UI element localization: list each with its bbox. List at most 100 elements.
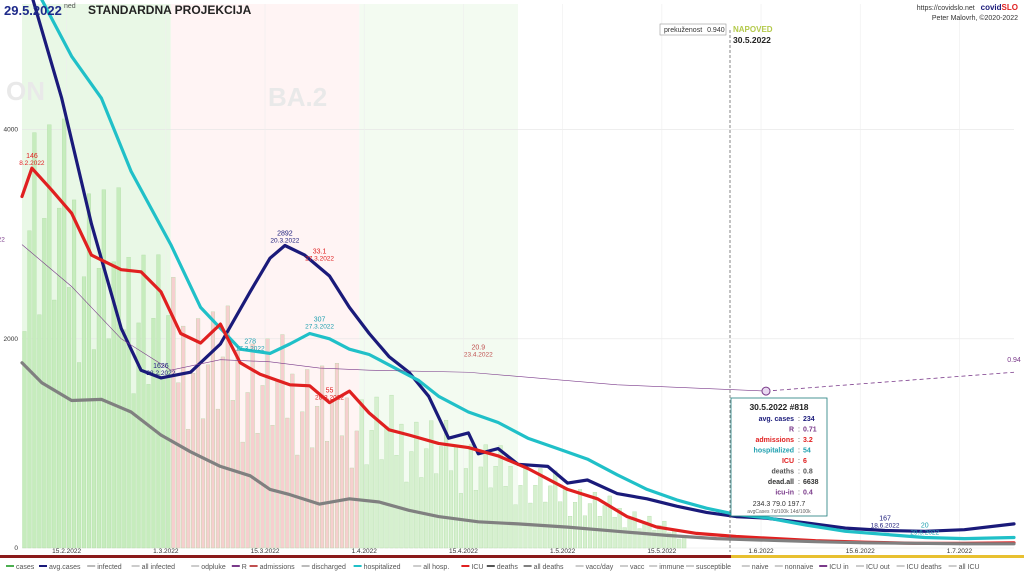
series-lines	[20, 0, 1016, 546]
case-bar	[250, 343, 255, 549]
case-bar	[186, 428, 191, 549]
case-bar	[498, 445, 503, 549]
case-bar	[607, 495, 612, 549]
legend-item: all deaths	[534, 564, 564, 571]
case-bar	[667, 532, 672, 549]
series-all-deaths	[20, 361, 1016, 546]
bottom-band	[0, 555, 1024, 558]
case-bar	[473, 490, 478, 549]
info-row-colon: :	[798, 416, 800, 423]
case-bar	[349, 467, 354, 549]
info-box-title: 30.5.2022 #818	[749, 402, 808, 412]
series-r	[21, 244, 767, 392]
case-bar	[245, 392, 250, 549]
case-bar	[22, 331, 27, 549]
case-bar	[240, 441, 245, 549]
watermark-ba2: BA.2	[268, 82, 327, 112]
info-row-value: 6	[803, 458, 807, 465]
case-bar	[359, 399, 364, 549]
legend-item: immune	[659, 564, 684, 571]
case-bar	[141, 254, 146, 549]
case-bar	[592, 492, 597, 549]
x-tick-label: 15.4.2022	[449, 548, 478, 555]
case-bar	[369, 430, 374, 549]
case-bar	[374, 396, 379, 549]
legend-item: ICU deaths	[907, 564, 943, 571]
r-marker	[761, 386, 771, 396]
case-bar	[632, 511, 637, 549]
case-bar	[637, 528, 642, 549]
point-label: 20	[921, 523, 929, 530]
point-label-date: 28.2.2022	[146, 370, 175, 377]
case-bar	[647, 515, 652, 549]
case-bar	[617, 508, 622, 549]
point-label-date: 28.3.2022	[315, 395, 344, 402]
x-tick-label: 1.3.2022	[153, 548, 179, 555]
case-bar	[468, 444, 473, 549]
case-bar	[156, 254, 161, 549]
case-bar	[146, 384, 151, 549]
point-label: 1626	[153, 363, 169, 370]
case-bar	[161, 377, 166, 549]
point-label-date: 5.2.2022	[0, 237, 5, 244]
case-bar	[215, 408, 220, 549]
case-bar	[320, 365, 325, 549]
info-row-colon: :	[798, 427, 800, 434]
case-bar	[453, 444, 459, 549]
point-label: 2892	[277, 230, 293, 237]
point-label: 307	[314, 316, 326, 323]
case-bar	[101, 189, 106, 549]
case-bar	[151, 318, 156, 549]
case-bar	[463, 468, 468, 549]
url-text: https://covidslo.net	[917, 5, 975, 12]
case-bar	[568, 516, 573, 549]
case-bar	[37, 314, 42, 549]
case-bar	[81, 276, 87, 549]
case-bar	[523, 466, 528, 549]
bottom-band-forecast	[731, 555, 1024, 558]
case-bar	[597, 516, 602, 549]
case-bar	[503, 486, 508, 549]
case-bar	[77, 362, 82, 549]
point-label: 20.9	[472, 345, 486, 352]
case-bar	[344, 397, 349, 549]
point-label: 278	[244, 338, 256, 345]
point-label-date: 17.3.2022	[236, 345, 265, 352]
legend-item: all hosp.	[423, 564, 449, 571]
legend-item: vacc	[630, 564, 645, 571]
case-bar	[225, 305, 230, 549]
case-bar	[573, 502, 578, 549]
case-bars	[22, 118, 687, 549]
info-row-value: 54	[803, 448, 811, 455]
case-bar	[414, 421, 419, 549]
case-bar	[533, 485, 538, 549]
point-label: 146	[26, 153, 38, 160]
case-bar	[310, 447, 315, 549]
case-bar	[280, 334, 285, 549]
x-tick-label: 15.3.2022	[251, 548, 280, 555]
info-row-colon: :	[798, 479, 800, 486]
case-bar	[364, 464, 369, 549]
case-bar	[558, 501, 563, 549]
case-bar	[255, 433, 260, 549]
info-box-rows: avg. cases:234R:0.71admissions:3.2hospit…	[754, 416, 819, 497]
case-bar	[275, 379, 280, 549]
legend-item: infected	[97, 564, 122, 571]
legend-item: admissions	[260, 564, 296, 571]
info-row-label: dead.all	[768, 479, 794, 486]
case-bar	[672, 529, 677, 549]
legend-item: R	[242, 564, 247, 571]
case-bar	[116, 187, 121, 549]
napoved-label: NAPOVED	[733, 25, 773, 34]
case-bar	[201, 418, 206, 549]
prekuzenost-box	[659, 23, 727, 36]
info-row-colon: :	[798, 448, 800, 455]
x-tick-label: 15.5.2022	[647, 548, 676, 555]
info-row-value: 0.71	[803, 427, 817, 434]
case-bar	[235, 349, 240, 549]
case-bar	[106, 338, 111, 549]
x-tick-label: 1.4.2022	[352, 548, 378, 555]
watermark-on: ON	[6, 76, 45, 106]
author: Peter Malovrh, ©2020-2022	[932, 14, 1018, 22]
